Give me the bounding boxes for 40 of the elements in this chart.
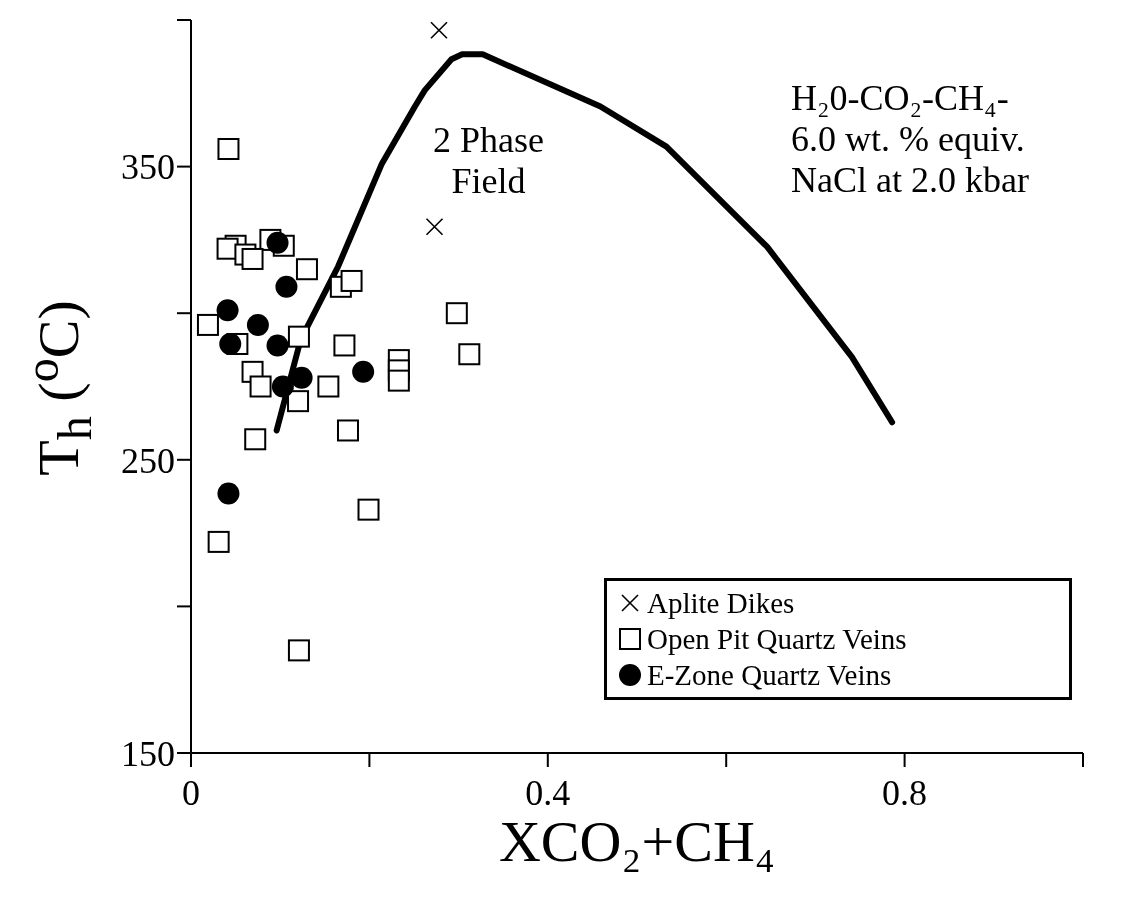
point (217, 138, 240, 161)
x-tick-label: 0 (182, 772, 200, 813)
annotation: H₂0-CO₂-CH₄- 6.0 wt. % equiv. NaCl at 2.0 kbar (791, 78, 1029, 201)
point (249, 375, 272, 398)
point (333, 334, 356, 357)
point (317, 375, 340, 398)
point (357, 498, 380, 521)
point (217, 482, 240, 505)
point (219, 332, 242, 355)
point (387, 369, 410, 392)
point (244, 428, 267, 451)
point (196, 313, 219, 336)
legend-label: Open Pit Quartz Veins (647, 622, 907, 657)
legend-label: Aplite Dikes (647, 586, 795, 621)
y-tick-label: 350 (121, 147, 175, 188)
point (266, 334, 289, 357)
point (207, 530, 230, 553)
point (287, 325, 310, 348)
point (271, 375, 294, 398)
x-tick-label: 0.8 (882, 772, 928, 813)
point (336, 419, 359, 442)
point (287, 639, 310, 662)
point (275, 275, 298, 298)
point (445, 302, 468, 325)
point (287, 390, 310, 413)
annotation: 2 Phase Field (433, 120, 544, 202)
point (246, 313, 269, 336)
point (216, 299, 239, 322)
point (352, 360, 375, 383)
point (290, 366, 313, 389)
point (425, 217, 444, 236)
y-tick-label: 150 (121, 733, 175, 774)
point (241, 247, 264, 270)
legend-label: E-Zone Quartz Veins (647, 658, 892, 693)
point (295, 258, 318, 281)
y-tick-label: 250 (121, 440, 175, 481)
point (340, 269, 363, 292)
point (266, 231, 289, 254)
point (430, 21, 448, 40)
point (458, 343, 481, 366)
